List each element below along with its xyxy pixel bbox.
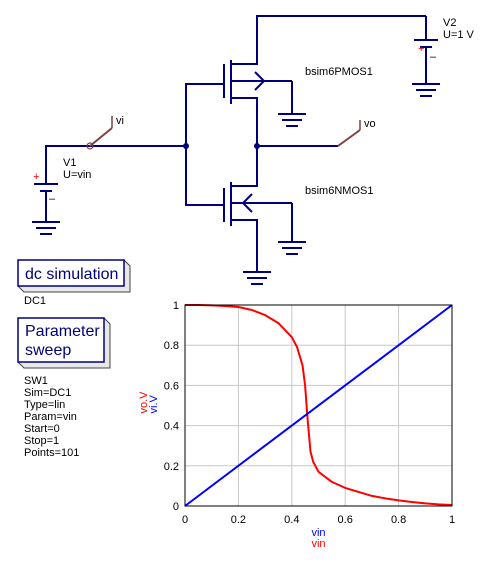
- label-vi: vi: [86, 115, 124, 150]
- y-tick-label: 0: [173, 501, 179, 513]
- v1-name: V1: [63, 157, 76, 169]
- v2-source[interactable]: + – V2 U=1 V: [414, 16, 475, 63]
- chart-ticks: 0 0.2 0.4 0.6 0.8 1 0 0.2 0.4 0.6 0.8 1: [164, 300, 455, 526]
- sweep-title-2: sweep: [25, 342, 71, 359]
- nmos-label: bsim6NMOS1: [305, 185, 373, 197]
- y-tick-label: 0.4: [164, 421, 179, 433]
- chart-frame: [184, 304, 453, 507]
- sweep-param-line: Param=vin: [24, 411, 77, 423]
- pmos-label: bsim6PMOS1: [305, 66, 373, 78]
- sweep-param-line: Stop=1: [24, 435, 59, 447]
- x-tick-label: 1: [449, 514, 455, 526]
- x-axis-label-red: vin: [311, 538, 325, 550]
- y-tick-label: 0.8: [164, 340, 179, 352]
- ground-v1: [32, 221, 60, 235]
- y-tick-label: 0.6: [164, 380, 179, 392]
- pmos-transistor[interactable]: bsim6PMOS1: [223, 50, 373, 120]
- v2-plus: +: [418, 43, 424, 55]
- junction-vi: [183, 143, 189, 149]
- vo-label: vo: [364, 118, 376, 130]
- dc-simulation-block[interactable]: dc simulation: [17, 259, 131, 293]
- x-tick-label: 0.4: [284, 514, 299, 526]
- y-axis-label-vi: vi.V: [148, 395, 160, 414]
- series-line-vo-v: [185, 304, 453, 506]
- parameter-sweep-block[interactable]: Parameter sweep: [17, 317, 111, 369]
- v2-minus: –: [430, 51, 437, 63]
- sweep-param-line: Sim=DC1: [24, 387, 71, 399]
- transfer-chart[interactable]: 0 0.2 0.4 0.6 0.8 1 0 0.2 0.4 0.6 0.8 1 vo.V vi.V v…: [138, 300, 455, 550]
- sweep-param-line: Start=0: [24, 423, 60, 435]
- x-tick-label: 0.2: [231, 514, 246, 526]
- v1-minus: –: [49, 193, 56, 205]
- v1-source[interactable]: + – V1 U=vin: [33, 157, 91, 222]
- sweep-param-line: SW1: [24, 375, 48, 387]
- wire-gate-n: [185, 146, 224, 206]
- v2-name: V2: [443, 17, 456, 29]
- v2-value: U=1 V: [443, 29, 475, 41]
- sweep-param-line: Points=101: [24, 447, 79, 459]
- x-tick-label: 0.6: [338, 514, 353, 526]
- v1-plus: +: [33, 171, 39, 183]
- label-vo: vo: [337, 118, 376, 147]
- wire-gate-p: [185, 83, 224, 146]
- y-tick-label: 1: [173, 300, 179, 312]
- sweep-title-1: Parameter: [25, 323, 100, 340]
- ground-pmos-bulk: [278, 113, 306, 127]
- series-line-vi-v: [184, 304, 453, 507]
- wire-vdd: [256, 15, 426, 50]
- dc-sim-name: DC1: [24, 295, 46, 307]
- v1-value: U=vin: [63, 169, 91, 181]
- sweep-param-line: Type=lin: [24, 399, 65, 411]
- x-axis-label-blue: vin: [311, 527, 325, 539]
- chart-series: [184, 304, 453, 507]
- vi-label: vi: [116, 115, 124, 127]
- dc-sim-title: dc simulation: [25, 266, 118, 283]
- nmos-transistor[interactable]: bsim6NMOS1: [223, 170, 373, 244]
- y-axis-label-vo: vo.V: [138, 391, 150, 414]
- wire-vi: [45, 145, 186, 162]
- ground-nmos-bulk: [278, 241, 306, 255]
- y-tick-label: 0.2: [164, 461, 179, 473]
- ground-v2: [412, 62, 440, 97]
- x-tick-label: 0.8: [391, 514, 406, 526]
- x-tick-label: 0: [182, 514, 188, 526]
- sweep-params: SW1 Sim=DC1 Type=lin Param=vin Start=0 S…: [24, 375, 79, 459]
- ground-nmos-source: [243, 244, 271, 285]
